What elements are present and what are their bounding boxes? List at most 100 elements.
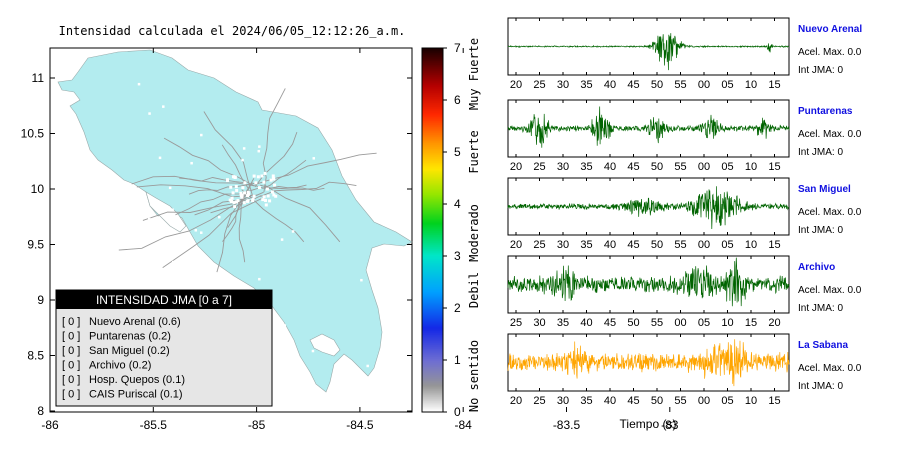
trace-x-tick-label: 45 xyxy=(627,395,639,407)
town-marker xyxy=(344,367,348,370)
colorbar-tick-label: 7 xyxy=(454,41,461,55)
colorbar-strip xyxy=(422,268,443,271)
station-accel: Acel. Max. 0.0 xyxy=(798,47,862,58)
town-marker xyxy=(254,181,258,185)
road xyxy=(264,184,341,243)
colorbar-strip xyxy=(422,96,443,99)
legend-title: INTENSIDAD JMA [0 a 7] xyxy=(96,293,232,307)
trace-x-tick-label: 55 xyxy=(674,161,686,173)
colorbar-strip xyxy=(422,326,443,329)
colorbar-strip xyxy=(422,306,443,309)
map-x-tick-label: -84 xyxy=(455,418,473,432)
colorbar-strip xyxy=(422,284,443,287)
town-marker xyxy=(321,103,325,107)
legend-item-label: Hosp. Quepos (0.1) xyxy=(89,374,185,386)
colorbar-strip xyxy=(422,186,443,189)
town-marker xyxy=(270,190,274,194)
colorbar-ticks: 7 6 5 4 3 2 1 0 xyxy=(443,41,461,419)
colorbar-strip xyxy=(422,404,443,407)
town-marker xyxy=(252,194,256,198)
trace-x-tick-label: 50 xyxy=(627,317,639,329)
trace-x-tick-label: 10 xyxy=(745,239,757,251)
map-y-tick-label: 8 xyxy=(37,404,44,418)
town-marker xyxy=(261,198,265,202)
colorbar-strip xyxy=(422,86,443,89)
colorbar-strip xyxy=(422,76,443,79)
colorbar-strip xyxy=(422,84,443,87)
colorbar-strip xyxy=(422,112,443,115)
town-marker xyxy=(268,199,272,203)
map-x-tick-label: -85 xyxy=(248,418,266,432)
trace-x-tick-label: 20 xyxy=(768,317,780,329)
colorbar-strip xyxy=(422,346,443,349)
station-accel: Acel. Max. 0.0 xyxy=(798,207,862,218)
colorbar-strip xyxy=(422,272,443,275)
colorbar-strip xyxy=(422,190,443,193)
trace-x-tick-label: 55 xyxy=(674,395,686,407)
map-y-tick-label: 8.5 xyxy=(27,349,44,363)
colorbar-strip xyxy=(422,232,443,235)
town-marker xyxy=(97,200,100,203)
colorbar-strip xyxy=(422,222,443,225)
town-marker xyxy=(376,101,380,105)
colorbar-strip xyxy=(422,264,443,267)
map-y-tick-label: 11 xyxy=(32,71,45,85)
town-marker xyxy=(234,185,238,189)
town-marker xyxy=(271,174,275,178)
legend-item-level: [ 0 ] xyxy=(62,345,80,357)
colorbar-strip xyxy=(422,266,443,269)
colorbar-strip xyxy=(422,228,443,231)
trace-x-tick-label: 15 xyxy=(768,161,780,173)
town-marker xyxy=(235,188,239,192)
colorbar-category-labels: Muy Fuerte Fuerte Moderado Debil No sentido xyxy=(467,38,481,412)
colorbar-strip xyxy=(422,240,443,243)
colorbar-strip xyxy=(422,98,443,101)
trace-x-tick-label: 20 xyxy=(510,161,522,173)
colorbar-strip xyxy=(422,300,443,303)
trace-x-tick-label: 25 xyxy=(510,317,522,329)
colorbar-strip xyxy=(422,286,443,289)
map-y-tick-label: 9 xyxy=(37,293,44,307)
colorbar-tick-label: 4 xyxy=(454,197,461,211)
colorbar-strip xyxy=(422,124,443,127)
colorbar-strip xyxy=(422,410,443,413)
trace-x-tick-label: 05 xyxy=(721,239,733,251)
colorbar-strip xyxy=(422,338,443,341)
seismogram-panels: 20 25 30 35 40 45 50 55 00 05 10 15 Nuevo Arenal Acel… xyxy=(507,17,862,407)
trace-x-tick-label: 50 xyxy=(651,395,663,407)
town-marker xyxy=(226,179,230,183)
colorbar-strip xyxy=(422,184,443,187)
colorbar-strip xyxy=(422,204,443,207)
colorbar-strip xyxy=(422,90,443,93)
colorbar-strip xyxy=(422,258,443,261)
trace-x-tick-label: 25 xyxy=(533,161,545,173)
colorbar-category-label: No sentido xyxy=(467,340,481,412)
colorbar-strip xyxy=(422,378,443,381)
colorbar-strip xyxy=(422,358,443,361)
town-marker xyxy=(269,178,273,182)
colorbar-strip xyxy=(422,78,443,81)
colorbar-strip xyxy=(422,138,443,141)
town-marker xyxy=(297,92,300,96)
town-marker xyxy=(272,177,276,181)
map-x-axis: -86 -85.5 -85 -84.5 -84 -83.5 -83 xyxy=(41,48,679,432)
colorbar-tick-label: 6 xyxy=(454,93,461,107)
colorbar-strip xyxy=(422,194,443,197)
colorbar-strip xyxy=(422,364,443,367)
town-marker xyxy=(171,208,174,212)
trace-x-tick-label: 50 xyxy=(651,161,663,173)
colorbar-strip xyxy=(422,288,443,291)
legend-header xyxy=(56,290,272,309)
colorbar-strip xyxy=(422,180,443,183)
trace-x-tick-label: 30 xyxy=(533,317,545,329)
town-marker xyxy=(246,192,250,196)
colorbar-strip xyxy=(422,208,443,211)
colorbar-strip xyxy=(422,156,443,159)
colorbar-strip xyxy=(422,166,443,169)
colorbar-strip xyxy=(422,102,443,105)
town-marker xyxy=(265,187,269,191)
trace-x-tick-label: 25 xyxy=(533,395,545,407)
colorbar-strip xyxy=(422,220,443,223)
town-marker xyxy=(137,82,141,86)
town-marker xyxy=(148,217,151,221)
